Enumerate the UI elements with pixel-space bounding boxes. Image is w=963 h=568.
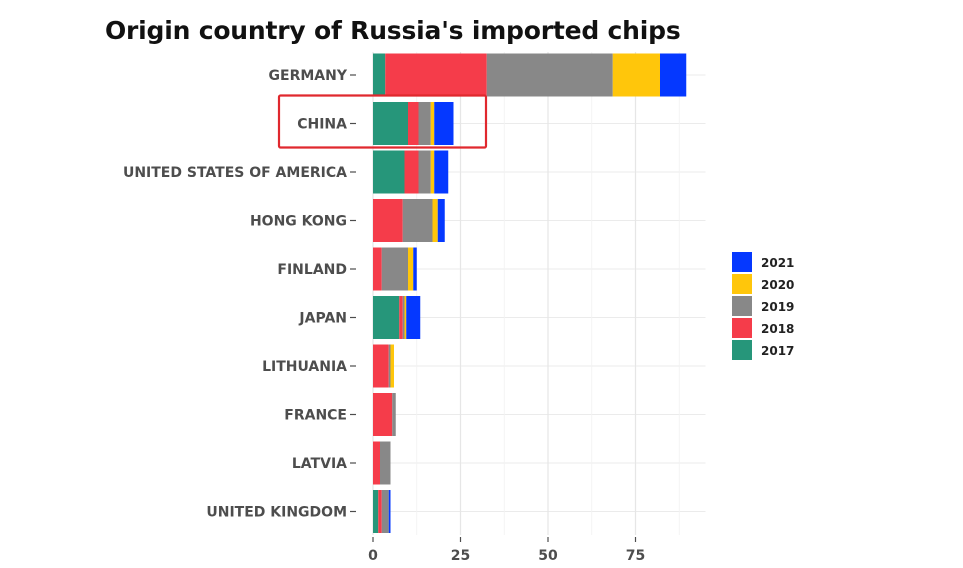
bar-segment bbox=[402, 296, 405, 339]
bar-segment bbox=[388, 344, 391, 388]
bar-segment bbox=[381, 247, 408, 291]
bar-segment bbox=[373, 102, 408, 145]
category-label: HONG KONG bbox=[250, 214, 347, 230]
bar-segment bbox=[418, 150, 431, 194]
bar-segment bbox=[406, 296, 421, 339]
bar-segment bbox=[434, 102, 454, 145]
legend-swatch bbox=[732, 340, 752, 360]
bar-segment bbox=[380, 441, 391, 485]
x-tick-label: 50 bbox=[538, 548, 558, 564]
category-labels: GERMANY CHINA UNITED STATES OF AMERICA HONG… bbox=[123, 68, 356, 521]
bar-segment bbox=[486, 53, 613, 97]
category-label: FINLAND bbox=[277, 262, 347, 278]
legend-label: 2018 bbox=[761, 322, 794, 336]
bar-segment bbox=[399, 296, 403, 339]
category-label: CHINA bbox=[297, 117, 347, 133]
bar-segment bbox=[373, 344, 389, 388]
bar-segment bbox=[388, 490, 391, 533]
bar-segments bbox=[373, 53, 687, 533]
bar-segment bbox=[612, 53, 660, 97]
legend-label: 2020 bbox=[761, 278, 794, 292]
bar-segment bbox=[385, 53, 487, 97]
bar-segment bbox=[373, 150, 405, 194]
bar-segment bbox=[373, 199, 403, 242]
category-label: GERMANY bbox=[269, 68, 348, 84]
bar-segment bbox=[437, 199, 445, 242]
category-label: LATVIA bbox=[292, 456, 347, 472]
bar-segment bbox=[404, 296, 407, 339]
bar-segment bbox=[373, 490, 379, 533]
bar-segment bbox=[402, 199, 433, 242]
bar-segment bbox=[373, 53, 386, 97]
highlight-layer bbox=[277, 94, 488, 149]
bar-segment bbox=[392, 393, 396, 436]
bar-segment bbox=[373, 393, 393, 436]
x-tick-label: 75 bbox=[626, 548, 645, 564]
bar-segment bbox=[434, 150, 449, 194]
highlight-box bbox=[277, 94, 488, 149]
bar-segment bbox=[408, 102, 419, 145]
chart-title: Origin country of Russia's imported chip… bbox=[105, 16, 681, 45]
legend-label: 2021 bbox=[761, 256, 794, 270]
x-tick-label: 0 bbox=[368, 548, 378, 564]
x-tick-label: 25 bbox=[451, 548, 470, 564]
legend-label: 2019 bbox=[761, 300, 794, 314]
x-axis-ticks: 0 25 50 75 bbox=[368, 537, 645, 564]
bar-segment bbox=[430, 150, 435, 194]
bar-segment bbox=[660, 53, 687, 97]
bar-segment bbox=[390, 344, 394, 388]
bar-segment bbox=[413, 247, 417, 291]
category-label: FRANCE bbox=[284, 408, 347, 424]
category-label: UNITED KINGDOM bbox=[206, 505, 347, 521]
legend-swatch bbox=[732, 296, 752, 316]
legend-swatch bbox=[732, 274, 752, 294]
legend: 2021 2020 2019 2018 2017 bbox=[732, 252, 794, 360]
bar-segment bbox=[408, 247, 414, 291]
legend-label: 2017 bbox=[761, 344, 794, 358]
bar-segment bbox=[373, 247, 382, 291]
legend-swatch bbox=[732, 318, 752, 338]
bar-segment bbox=[373, 441, 380, 485]
bar-segment bbox=[381, 490, 389, 533]
bar-segment bbox=[373, 296, 400, 339]
category-label: LITHUANIA bbox=[262, 359, 347, 375]
bar-segment bbox=[430, 102, 435, 145]
category-label: JAPAN bbox=[298, 311, 347, 327]
bar-segment bbox=[404, 150, 419, 194]
legend-swatch bbox=[732, 252, 752, 272]
bar-segment bbox=[418, 102, 431, 145]
category-label: UNITED STATES OF AMERICA bbox=[123, 165, 347, 181]
bar-segment bbox=[378, 490, 382, 533]
bar-segment bbox=[432, 199, 438, 242]
